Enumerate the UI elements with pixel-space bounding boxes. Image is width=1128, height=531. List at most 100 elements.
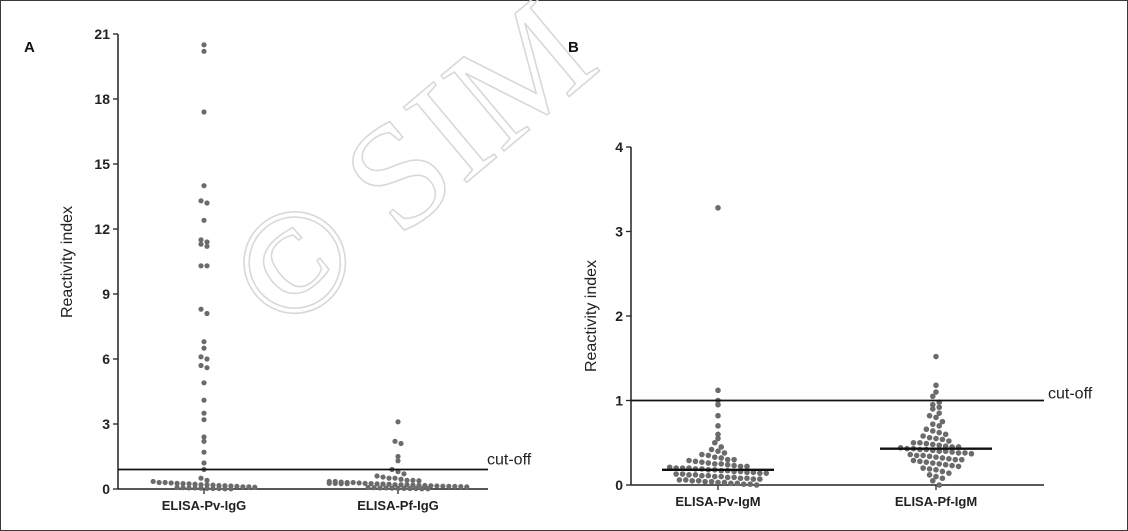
data-point [715,448,721,455]
y-tick-label: 2 [615,308,623,324]
data-point [201,434,207,440]
data-point [434,483,440,489]
data-point [913,452,920,459]
data-point [234,483,240,489]
data-point [174,480,180,486]
data-point [374,481,380,487]
data-point [929,401,936,408]
data-point [708,478,715,485]
data-point [204,239,210,245]
x-category-label: ELISA-Pv-IgM [675,494,760,509]
y-tick-label: 12 [94,221,110,237]
data-point [933,414,939,421]
data-point [946,456,952,462]
data-point [724,474,731,481]
data-point [926,434,933,441]
data-point [204,263,210,269]
data-point [404,477,410,483]
data-point [910,457,917,464]
data-point [715,401,721,408]
data-point [933,454,939,460]
y-tick-label: 4 [615,139,623,155]
data-point [679,471,686,477]
data-point [168,480,174,486]
data-point [392,482,398,488]
data-point [383,485,389,491]
data-point [923,426,930,433]
data-point [192,485,198,491]
data-point [933,389,939,395]
data-point [410,482,416,488]
data-point [711,454,718,460]
data-point [201,417,207,423]
data-point [240,484,246,490]
data-point [198,198,204,204]
data-point [180,485,186,491]
data-point [326,480,332,486]
data-point [715,205,721,211]
data-point [204,356,210,362]
data-point [201,449,207,455]
data-point [728,480,734,487]
data-point [708,446,715,453]
data-point [936,410,943,416]
data-point [721,450,728,456]
data-point [676,477,683,483]
data-point [724,456,731,463]
x-category-label: ELISA-Pf-IgM [895,494,977,509]
data-point [952,456,959,463]
data-point [699,459,705,465]
data-point [446,483,452,489]
y-tick-label: 3 [102,416,110,432]
data-point [718,444,725,450]
x-category-label: ELISA-Pv-IgG [162,498,247,513]
data-point [907,451,914,458]
data-point [362,480,368,486]
data-point [705,460,712,466]
cutoff-label: cut-off [487,452,532,469]
data-point [174,484,180,491]
data-point [386,475,392,481]
data-point [186,481,192,487]
data-point [962,450,968,456]
data-point [692,472,699,478]
data-point [949,449,955,455]
data-point [204,485,210,491]
data-point [398,440,404,447]
data-point [923,440,930,447]
data-point [201,109,207,115]
data-point [715,423,721,429]
data-point [731,462,737,469]
x-category-label: ELISA-Pf-IgG [357,498,439,513]
data-point [368,480,374,487]
data-point [395,485,401,491]
data-point [718,455,725,461]
data-point [757,476,763,482]
data-point [204,365,210,371]
data-point [344,481,350,487]
data-point [926,453,933,460]
data-point [401,485,407,491]
data-point [715,435,721,442]
data-point [425,486,431,492]
data-point [929,406,936,412]
data-point [946,470,952,476]
data-point [747,481,753,487]
data-point [407,485,413,492]
data-point [204,310,210,317]
data-point [198,263,204,269]
data-point [395,453,401,460]
y-tick-label: 15 [94,156,110,172]
data-point [686,457,692,464]
data-point [731,456,737,463]
data-point [715,431,721,438]
data-point [201,460,207,466]
data-point [198,362,204,369]
data-point [686,472,692,478]
data-point [936,404,943,411]
data-point [750,476,757,482]
y-tick-label: 6 [102,351,110,367]
data-point [452,483,458,489]
data-point [204,477,210,483]
data-point [392,438,398,444]
